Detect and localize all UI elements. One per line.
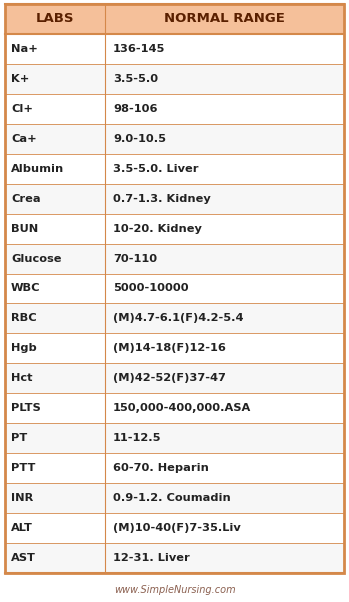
Bar [5,303,344,334]
Bar [5,34,344,64]
Text: Hgb: Hgb [11,343,37,353]
Bar [5,543,344,573]
Text: WBC: WBC [11,284,40,294]
Text: 136-145: 136-145 [113,44,165,54]
Text: (M)10-40(F)7-35.Liv: (M)10-40(F)7-35.Liv [113,523,241,533]
Text: Na+: Na+ [11,44,38,54]
Bar [5,334,344,364]
Text: 10-20. Kidney: 10-20. Kidney [113,223,202,234]
Bar [5,393,344,423]
Text: 5000-10000: 5000-10000 [113,284,188,294]
Text: 12-31. Liver: 12-31. Liver [113,553,190,563]
Bar [5,513,344,543]
Bar [5,94,344,124]
Text: 3.5-5.0. Liver: 3.5-5.0. Liver [113,164,199,174]
Text: (M)42-52(F)37-47: (M)42-52(F)37-47 [113,373,226,383]
Text: Hct: Hct [11,373,32,383]
Text: (M)14-18(F)12-16: (M)14-18(F)12-16 [113,343,226,353]
Text: www.SimpleNursing.com: www.SimpleNursing.com [114,585,235,595]
Bar [5,483,344,513]
Text: 0.9-1.2. Coumadin: 0.9-1.2. Coumadin [113,493,231,503]
Text: PLTS: PLTS [11,403,41,414]
Bar [5,124,344,154]
Text: 70-110: 70-110 [113,253,157,264]
Bar [5,273,344,303]
Bar [5,184,344,214]
Bar [5,423,344,453]
Text: 150,000-400,000.ASA: 150,000-400,000.ASA [113,403,251,414]
Text: ALT: ALT [11,523,33,533]
Text: BUN: BUN [11,223,38,234]
Bar [5,364,344,393]
Text: NORMAL RANGE: NORMAL RANGE [164,13,285,25]
Text: 98-106: 98-106 [113,104,157,114]
Text: K+: K+ [11,74,29,84]
Text: (M)4.7-6.1(F)4.2-5.4: (M)4.7-6.1(F)4.2-5.4 [113,314,244,323]
Text: INR: INR [11,493,33,503]
Text: PTT: PTT [11,463,35,473]
Text: Ca+: Ca+ [11,134,37,144]
Text: 9.0-10.5: 9.0-10.5 [113,134,166,144]
Text: 60-70. Heparin: 60-70. Heparin [113,463,209,473]
Bar [5,64,344,94]
Bar [5,244,344,273]
Text: PT: PT [11,433,27,443]
Text: 3.5-5.0: 3.5-5.0 [113,74,158,84]
Text: Albumin: Albumin [11,164,64,174]
Bar [5,4,344,34]
Bar [5,214,344,244]
Bar [5,154,344,184]
Text: LABS: LABS [36,13,74,25]
Text: AST: AST [11,553,36,563]
Text: Glucose: Glucose [11,253,61,264]
Text: 0.7-1.3. Kidney: 0.7-1.3. Kidney [113,194,211,203]
Text: Cl+: Cl+ [11,104,33,114]
Text: Crea: Crea [11,194,40,203]
Text: 11-12.5: 11-12.5 [113,433,162,443]
Text: RBC: RBC [11,314,37,323]
Bar [5,453,344,483]
